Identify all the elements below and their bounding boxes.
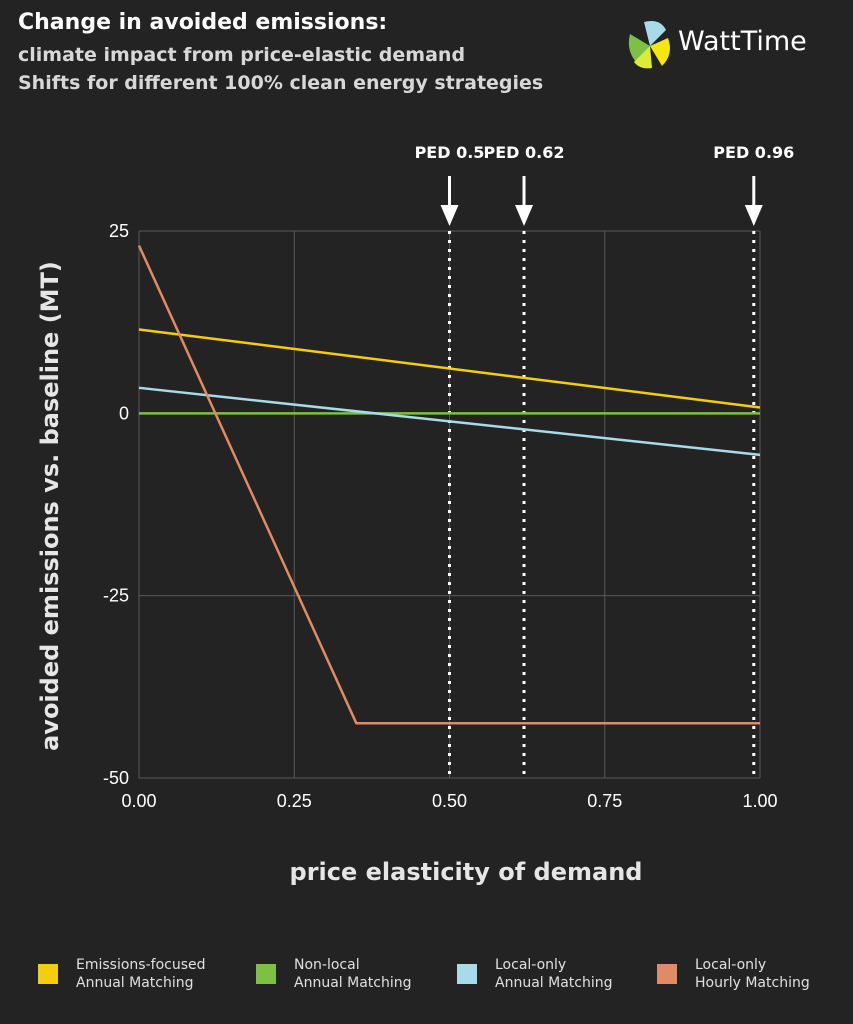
x-tick-label: 1.00 (742, 791, 777, 811)
logo-text: WattTime (678, 26, 807, 57)
legend-item-emissions-focused: Emissions-focused Annual Matching (38, 956, 206, 992)
legend-label: Annual Matching (76, 975, 194, 991)
series-line-local-only-annual-matching (138, 386, 761, 457)
x-tick-label: 0.50 (432, 791, 467, 811)
ped-arrow-head-icon (440, 205, 459, 226)
chart-title: Change in avoided emissions: (18, 10, 388, 35)
ped-arrow-head-icon (515, 205, 534, 226)
legend-label: Hourly Matching (695, 975, 810, 991)
legend-item-non-local: Non-local Annual Matching (256, 956, 411, 992)
legend-label: Local-only (695, 957, 767, 973)
y-tick-label: 25 (109, 221, 129, 241)
legend-item-local-only-hourly: Local-only Hourly Matching (657, 956, 810, 992)
legend-label: Local-only (495, 957, 567, 973)
ped-label: PED 0.62 (484, 143, 565, 162)
ped-label: PED 0.5 (415, 143, 485, 162)
ped-arrow-head-icon (744, 205, 763, 226)
x-axis-label: price elasticity of demand (290, 858, 643, 886)
legend-swatch-emissions-focused (38, 964, 58, 984)
x-tick-label: 0.25 (277, 791, 312, 811)
tick-labels: 0.00 0.25 0.50 0.75 1.00 25 0 -25 -50 (103, 221, 778, 811)
series-line-local-only-hourly-matching (137, 245, 760, 725)
legend-item-local-only-annual: Local-only Annual Matching (457, 956, 612, 992)
chart-legend: Emissions-focused Annual Matching Non-loc… (0, 956, 853, 996)
series-lines (137, 245, 761, 725)
pinwheel-logo-icon (628, 21, 670, 69)
legend-swatch-local-only-hourly (657, 964, 677, 984)
x-tick-label: 0.75 (587, 791, 622, 811)
x-tick-label: 0.00 (121, 791, 156, 811)
legend-swatch-local-only-annual (457, 964, 477, 984)
legend-label: Emissions-focused (76, 957, 206, 973)
watttime-logo: WattTime (622, 16, 837, 74)
series-line-emissions-focused-annual-matching (138, 328, 761, 409)
legend-label: Annual Matching (495, 975, 613, 991)
y-axis-label: avoided emissions vs. baseline (MT) (36, 261, 64, 751)
y-tick-label: -25 (103, 586, 129, 606)
ped-annotations: PED 0.5 PED 0.62 PED 0.96 (415, 143, 794, 778)
y-tick-label: -50 (103, 768, 129, 788)
ped-label: PED 0.96 (713, 143, 794, 162)
legend-label: Annual Matching (294, 975, 412, 991)
y-tick-label: 0 (119, 403, 129, 423)
chart-subtitle-line2: Shifts for different 100% clean energy s… (18, 72, 544, 94)
chart-subtitle-line1: climate impact from price-elastic demand (18, 44, 466, 66)
legend-label: Non-local (294, 957, 360, 973)
legend-swatch-non-local (256, 964, 276, 984)
